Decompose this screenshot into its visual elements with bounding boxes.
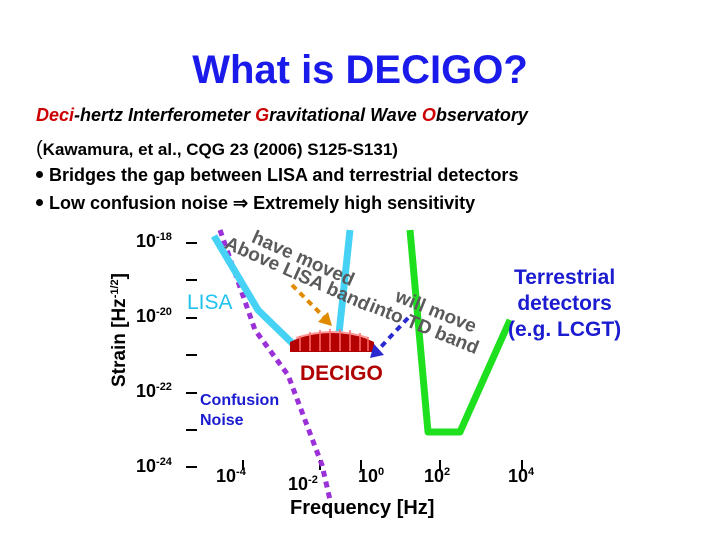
y-axis-ticks <box>186 242 197 468</box>
decigo-band-highlight <box>295 331 369 339</box>
subtitle-deci: Deci <box>36 105 75 125</box>
subtitle: Deci-hertz Interferometer Gravitational … <box>36 105 528 126</box>
arrow-lisa-band <box>290 283 332 326</box>
confusion-noise-label: Confusion Noise <box>200 392 280 429</box>
bullet-2-before: Low confusion noise <box>49 193 233 213</box>
y-axis-label: Strain [Hz-1/2] <box>108 273 131 387</box>
x-tick-label: 100 <box>358 466 385 486</box>
implies-arrow-icon: ⇒ <box>233 193 249 213</box>
bullet-dot-icon <box>36 198 43 206</box>
bullet-dot-icon <box>36 170 43 178</box>
y-tick-label: 10-24 <box>136 456 172 476</box>
y-tick-label: 10-22 <box>136 381 172 401</box>
page-title: What is DECIGO? <box>192 48 528 92</box>
subtitle-g: G <box>255 105 270 125</box>
subtitle-part-3: bservatory <box>435 105 528 125</box>
decigo-band <box>290 329 374 352</box>
decigo-band-fill <box>290 332 374 352</box>
reference: (Kawamura, et al., CQG 23 (2006) S125-S1… <box>36 138 398 161</box>
bullet-2-after: Extremely high sensitivity <box>248 193 476 213</box>
x-tick-label: 104 <box>508 466 535 486</box>
x-tick-label: 10-4 <box>216 466 246 486</box>
arrow-td-band <box>370 316 410 358</box>
x-tick-label: 10-2 <box>288 474 318 494</box>
y-tick-label: 10-18 <box>136 231 172 251</box>
decigo-label: DECIGO <box>300 362 383 385</box>
subtitle-o: O <box>421 105 436 125</box>
bullet-2: Low confusion noise ⇒ Extremely high sen… <box>36 193 475 214</box>
lisa-label: LISA <box>187 291 233 314</box>
subtitle-part-1: -hertz Interferometer <box>74 105 256 125</box>
y-tick-label: 10-20 <box>136 306 172 326</box>
x-tick-label: 102 <box>424 466 451 486</box>
subtitle-part-2: ravitational Wave <box>269 105 422 125</box>
confusion-noise-curve <box>217 229 333 501</box>
terrestrial-curve <box>406 229 514 436</box>
bullet-1: Bridges the gap between LISA and terrest… <box>36 165 518 186</box>
reference-text: Kawamura, et al., CQG 23 (2006) S125-S13… <box>42 140 398 159</box>
terrestrial-detectors-label: Terrestrial detectors (e.g. LCGT) <box>508 266 622 341</box>
reference-paren: ( <box>36 138 43 160</box>
x-axis-label: Frequency [Hz] <box>290 497 435 519</box>
bullet-1-text: Bridges the gap between LISA and terrest… <box>49 165 519 185</box>
